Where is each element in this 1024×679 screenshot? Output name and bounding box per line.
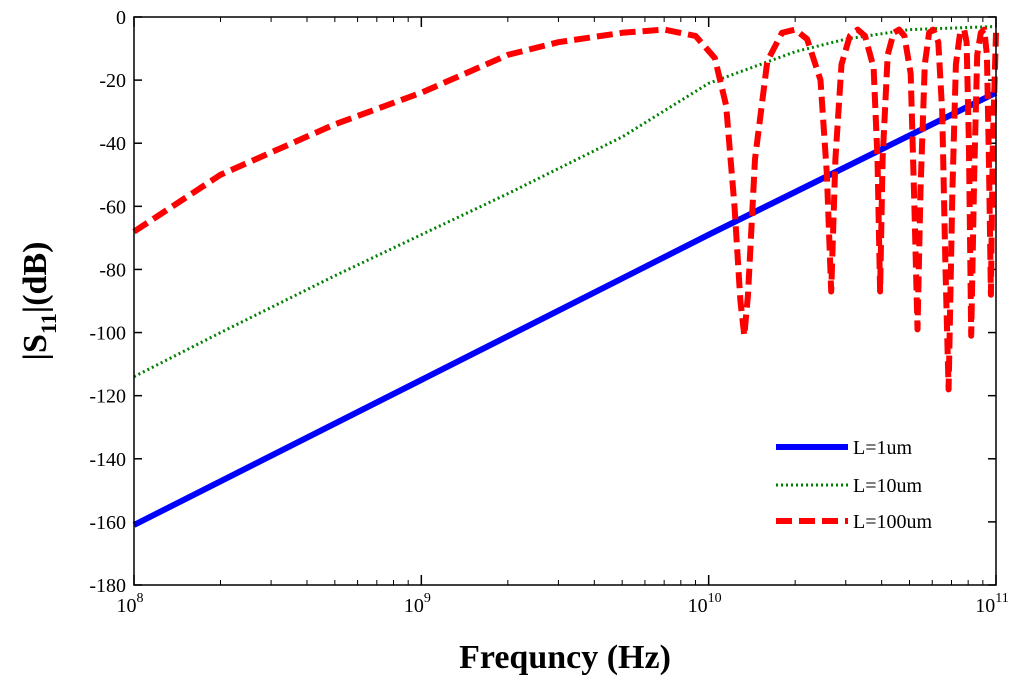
y-tick-label: -80: [99, 259, 126, 281]
series-line-1: [132, 90, 998, 528]
legend: L=1um L=10um L=100um: [776, 437, 932, 533]
series-layer: [132, 25, 999, 528]
series-line-3: [132, 26, 999, 393]
y-tick-label: -60: [99, 196, 126, 218]
y-axis-title-tail: |(dB): [17, 242, 54, 314]
y-tick-label: -100: [89, 323, 126, 345]
y-tick-label: 0: [116, 7, 126, 29]
y-axis-title-main: |S: [17, 334, 54, 360]
x-tick-label: 1011: [975, 591, 1008, 617]
y-tick-label: -120: [89, 386, 126, 408]
y-tick-label: -140: [89, 449, 126, 471]
legend-label-1: L=1um: [853, 437, 912, 459]
y-tick-label: -20: [99, 70, 126, 92]
legend-label-3: L=100um: [853, 511, 932, 533]
x-axis-title: Frequncy (Hz): [459, 639, 671, 676]
y-axis-title-subscript: 11: [36, 313, 61, 334]
x-tick-label: 108: [117, 591, 144, 617]
legend-label-2: L=10um: [853, 475, 922, 497]
x-tick-label: 1010: [688, 591, 722, 617]
y-tick-label: -40: [99, 133, 126, 155]
y-axis-title: |S11|(dB): [17, 242, 61, 361]
plot-frame: [133, 16, 997, 586]
y-tick-label: -180: [89, 575, 126, 597]
y-tick-label: -160: [89, 512, 126, 534]
x-tick-label: 109: [404, 591, 431, 617]
